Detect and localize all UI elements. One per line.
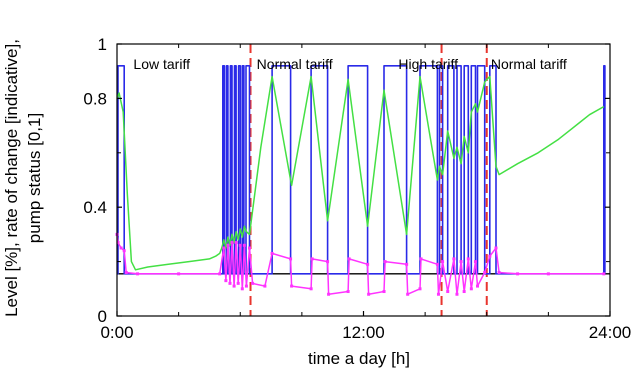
rate-point-17 [238,243,242,247]
rate-point-46 [455,292,459,296]
rate-point-9 [222,246,226,250]
rate-point-51 [473,260,477,264]
rate-point-26 [290,284,294,288]
axis-titles: time a day [h] Level [%], rate of change… [2,39,410,368]
rate-point-11 [226,243,230,247]
rate-point-32 [347,257,351,261]
y-axis-label-line-2: pump status [0,1] [25,113,44,243]
tariff-label-1: Low tariff [133,56,190,72]
y-axis-label-line-1: Level [%], rate of change [indicative], [2,39,21,317]
tariff-label-4: Normal tariff [491,56,567,72]
rate-point-38 [406,292,410,296]
rate-point-5 [124,270,128,274]
rate-point-30 [327,292,331,296]
rate-point-42 [436,292,440,296]
plot-frame [116,43,611,317]
rate-point-57 [516,272,520,276]
rate-point-4 [122,249,126,253]
rate-point-36 [383,260,387,264]
axes: 0:00 12:00 24:00 0 0.4 0.8 1 [83,35,631,342]
rate-point-39 [418,287,422,291]
rate-point-35 [382,290,386,294]
rate-point-3 [119,246,123,250]
rate-point-7 [177,272,181,276]
rate-point-18 [240,287,244,291]
rate-point-14 [232,284,236,288]
rate-point-27 [309,287,313,291]
rate-point-37 [405,262,409,266]
rate-point-24 [270,251,274,255]
rate-point-58 [546,272,550,276]
rate-point-29 [326,260,330,264]
rate-point-25 [289,257,293,261]
series-lines [115,65,606,296]
rate-point-15 [234,241,238,245]
rate-point-41 [435,262,439,266]
rate-point-12 [228,281,232,285]
rate-point-56 [497,270,501,274]
rate-point-47 [459,260,463,264]
rate-point-19 [242,243,246,247]
rate-point-40 [419,257,423,261]
rate-point-22 [251,281,255,285]
x-tick-label-1: 0:00 [100,323,133,342]
x-axis-label: time a day [h] [308,349,410,368]
rate-point-6 [136,272,140,276]
level-series-line [116,75,605,271]
rate-point-55 [494,246,498,250]
rate-point-52 [476,284,480,288]
rate-point-43 [441,260,445,264]
rate-point-33 [366,262,370,266]
y-tick-label-1: 0 [98,307,107,326]
rate-point-44 [446,290,450,294]
tariff-label-3: High tariff [398,56,458,72]
rate-point-59 [602,272,606,276]
rate-point-13 [230,241,234,245]
rate-point-45 [452,257,456,261]
y-tick-label-3: 0.8 [83,89,107,108]
x-tick-label-3: 24:00 [589,323,632,342]
rate-point-48 [462,290,466,294]
rate-point-20 [244,284,248,288]
rate-point-31 [346,290,350,294]
rate-point-50 [469,287,473,291]
rate-point-16 [236,281,240,285]
rate-point-49 [466,257,470,261]
y-tick-label-4: 1 [98,35,107,54]
tariff-labels: Low tariff Normal tariff High tariff Normal… [133,56,567,72]
rate-point-21 [247,246,251,250]
tariff-label-2: Normal tariff [257,56,333,72]
y-tick-label-2: 0.4 [83,198,107,217]
rate-point-53 [483,270,487,274]
pump-series-line [117,65,606,275]
rate-point-8 [218,272,222,276]
rate-point-28 [310,257,314,261]
rate-point-34 [367,292,371,296]
rate-point-23 [263,284,267,288]
rate-series-line [116,234,604,295]
rate-point-54 [488,254,492,258]
x-tick-label-2: 12:00 [342,323,385,342]
rate-point-10 [224,279,228,283]
rate-point-2 [116,241,120,245]
